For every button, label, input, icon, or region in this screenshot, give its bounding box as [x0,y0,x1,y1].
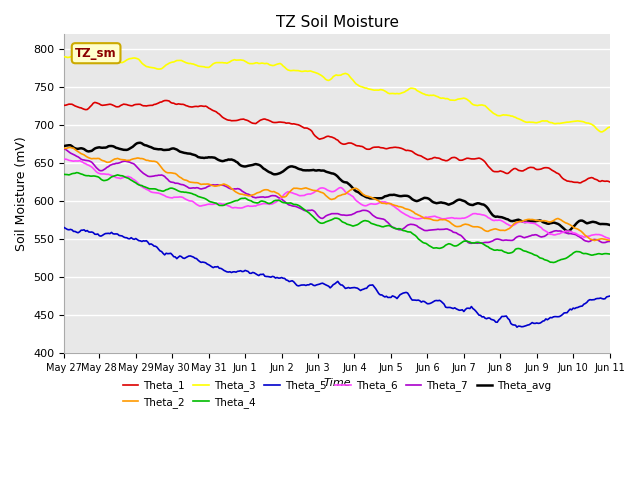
Theta_3 [61,54,68,60]
Theta_3 [252,60,260,66]
Theta_avg [252,161,260,167]
Theta_3 [225,60,232,65]
Theta_2 [61,145,68,151]
Theta_avg [61,143,68,149]
Legend: Theta_1, Theta_2, Theta_3, Theta_4, Theta_5, Theta_6, Theta_7, Theta_avg: Theta_1, Theta_2, Theta_3, Theta_4, Thet… [118,376,556,412]
Theta_1 [606,179,614,185]
Theta_3 [129,55,136,61]
Theta_4 [129,178,136,184]
Theta_1 [225,117,232,123]
Theta_7 [577,235,584,240]
Theta_6 [577,233,584,239]
Theta_2 [252,191,260,196]
Theta_3 [243,59,250,65]
Theta_1 [243,117,250,123]
Theta_4 [252,200,260,205]
Theta_7 [223,184,231,190]
Theta_4 [579,250,586,256]
Theta_2 [67,144,74,150]
Theta_2 [591,238,598,243]
Theta_4 [550,260,557,265]
Theta_4 [61,171,68,177]
Theta_3 [606,124,614,130]
Theta_avg [127,144,135,150]
Theta_avg [225,156,232,162]
Theta_4 [606,251,614,257]
Theta_7 [250,194,258,200]
Theta_5 [223,269,231,275]
Theta_2 [577,228,584,234]
Theta_6 [243,204,250,209]
Line: Theta_4: Theta_4 [65,173,610,263]
Theta_7 [241,190,249,196]
Line: Theta_3: Theta_3 [65,52,610,132]
Theta_1 [127,103,135,108]
Line: Theta_1: Theta_1 [65,100,610,183]
Theta_avg [301,168,308,173]
Theta_1 [575,180,583,186]
Theta_2 [225,183,232,189]
Line: Theta_2: Theta_2 [65,147,610,240]
Theta_avg [243,163,250,169]
Theta_5 [241,267,249,273]
Theta_5 [577,303,584,309]
Theta_4 [225,201,232,206]
Line: Theta_7: Theta_7 [65,149,610,243]
Theta_1 [301,125,308,131]
Theta_1 [61,102,68,108]
Text: TZ_sm: TZ_sm [76,47,117,60]
Theta_4 [73,170,81,176]
Line: Theta_6: Theta_6 [65,159,610,239]
Theta_7 [468,240,476,246]
Theta_7 [299,207,307,213]
Theta_5 [250,270,258,276]
Theta_2 [301,185,308,191]
Theta_3 [598,129,606,135]
Theta_6 [61,156,68,162]
Theta_6 [129,176,136,182]
Theta_3 [577,119,584,124]
Title: TZ Soil Moisture: TZ Soil Moisture [275,15,399,30]
Theta_2 [129,156,136,162]
Theta_6 [606,236,614,241]
Theta_7 [61,146,68,152]
Theta_avg [606,222,614,228]
Theta_4 [243,196,250,202]
Theta_6 [301,192,308,198]
Theta_1 [579,179,586,185]
Line: Theta_avg: Theta_avg [65,143,610,231]
Theta_4 [301,207,308,213]
Theta_2 [243,192,250,198]
Theta_avg [564,228,572,234]
X-axis label: Time: Time [323,378,351,388]
Theta_avg [579,218,586,224]
Theta_6 [225,203,232,209]
Theta_5 [299,282,307,288]
Theta_7 [127,160,135,166]
Theta_5 [127,235,135,240]
Theta_2 [606,238,614,243]
Theta_1 [163,97,170,103]
Theta_5 [606,293,614,299]
Theta_3 [94,49,102,55]
Theta_5 [513,324,521,330]
Theta_5 [61,225,68,230]
Theta_1 [252,120,260,126]
Theta_7 [606,239,614,244]
Theta_3 [301,68,308,74]
Theta_6 [252,203,260,209]
Theta_6 [62,156,70,162]
Line: Theta_5: Theta_5 [65,228,610,327]
Y-axis label: Soil Moisture (mV): Soil Moisture (mV) [15,136,28,251]
Theta_avg [136,140,144,145]
